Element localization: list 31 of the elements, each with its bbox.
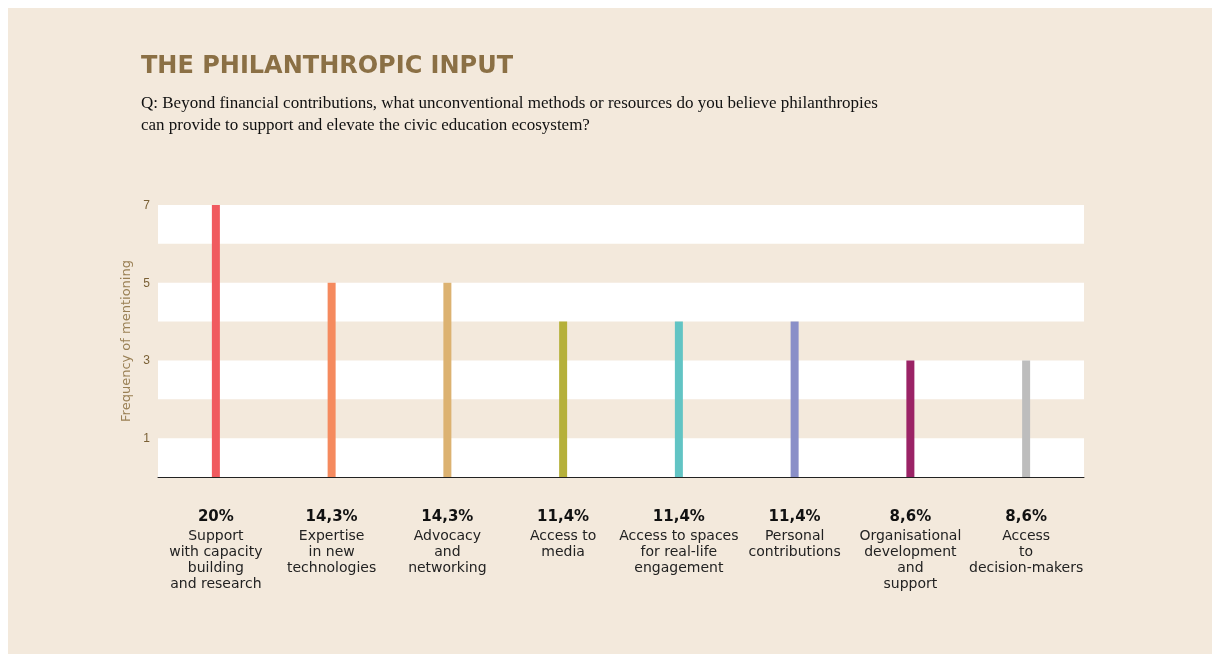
bar: [327, 282, 336, 477]
text: 11,4%: [537, 507, 590, 525]
text: 8,6%: [1005, 507, 1047, 525]
text: 11,4%: [768, 507, 821, 525]
text: 8,6%: [889, 507, 932, 525]
x-tick-label: Expertise in new technologies: [287, 527, 377, 575]
bar: [1022, 360, 1031, 477]
y-axis-title: Frequency of mentioning: [118, 260, 133, 422]
x-tick-label: Support with capacity building and research: [169, 527, 263, 591]
chart-title: THE PHILANTHROPIC INPUT: [141, 51, 514, 79]
x-tick-label: Organisational development and support: [859, 527, 962, 591]
x-tick-label: Access to spaces for real-life engagement: [619, 527, 739, 575]
x-tick-label: Access to decision-makers: [969, 527, 1084, 575]
x-tick-label: Access to media: [529, 527, 597, 559]
bar: [559, 321, 568, 477]
x-tick-label: Advocacy and networking: [408, 527, 487, 575]
chart-subtitle: Q: Beyond financial contributions, what unconventional methods or resources do you believe philanthropies can provide to support and elevate the civic education ecosystem?: [141, 92, 878, 134]
y-tick-label: 7: [143, 198, 151, 212]
bar: [906, 360, 915, 477]
y-tick-label: 5: [143, 275, 151, 290]
text: 20%: [197, 507, 234, 525]
text: 14,3%: [305, 507, 358, 525]
y-tick-label: 1: [143, 431, 151, 446]
bar: [674, 321, 683, 477]
bar: [790, 321, 799, 477]
text: 11,4%: [652, 507, 705, 525]
y-tick-label: 3: [143, 353, 151, 368]
bar: [211, 205, 220, 477]
x-tick-label: Personal contributions: [748, 527, 841, 559]
text: 14,3%: [421, 507, 474, 525]
bar: [443, 282, 452, 477]
